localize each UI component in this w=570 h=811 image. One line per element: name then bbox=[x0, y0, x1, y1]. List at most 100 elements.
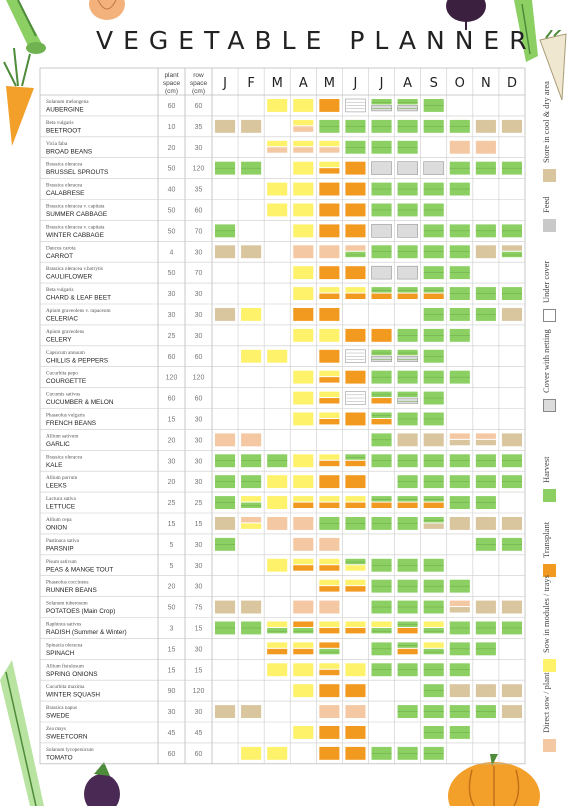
schedule-mark-harvest bbox=[371, 627, 392, 634]
schedule-mark-store bbox=[501, 705, 522, 718]
row-space-header: row space (cm) bbox=[190, 72, 208, 95]
schedule-mark-transplant bbox=[345, 266, 366, 280]
schedule-mark-sow-modules bbox=[293, 454, 314, 468]
legend-item-feed: Feed bbox=[535, 165, 565, 235]
schedule-mark-transplant bbox=[345, 746, 366, 760]
plant-space-value: 50 bbox=[168, 605, 176, 612]
schedule-mark-transplant bbox=[397, 648, 418, 655]
legend-swatch bbox=[543, 399, 556, 412]
schedule-mark-direct-sow bbox=[319, 705, 340, 718]
latin-name: Brassica oleracea v. capitata bbox=[46, 224, 105, 230]
table-row: Apium graveolens v. rapaceum CELERIAC 30 30 bbox=[46, 308, 202, 323]
row-space-value: 15 bbox=[195, 667, 203, 674]
schedule-mark-cover-netting bbox=[371, 265, 392, 280]
schedule-mark-store bbox=[475, 600, 496, 614]
schedule-mark-transplant bbox=[345, 370, 366, 384]
schedule-mark-sow-modules bbox=[345, 621, 366, 627]
row-space-value: 120 bbox=[193, 375, 205, 382]
schedule-mark-sow-modules bbox=[345, 287, 366, 293]
latin-name: Brassica oleracea bbox=[46, 162, 83, 168]
plant-space-value: 60 bbox=[168, 354, 176, 361]
row-space-value: 30 bbox=[195, 249, 203, 256]
schedule-mark-store bbox=[215, 245, 236, 259]
legend-swatch bbox=[543, 659, 556, 672]
schedule-mark-transplant bbox=[293, 502, 314, 508]
row-space-value: 45 bbox=[195, 730, 203, 737]
schedule-mark-transplant bbox=[371, 398, 392, 404]
schedule-mark-store bbox=[501, 600, 522, 614]
plant-space-value: 20 bbox=[168, 145, 176, 152]
plant-space-value: 30 bbox=[168, 709, 176, 716]
schedule-mark-store bbox=[215, 517, 236, 530]
plant-space-value: 15 bbox=[168, 417, 176, 424]
schedule-mark-direct-sow bbox=[345, 245, 366, 251]
month-header: A bbox=[403, 76, 412, 91]
month-header: O bbox=[455, 76, 465, 91]
latin-name: Allium cepa bbox=[46, 517, 72, 523]
schedule-mark-sow-modules bbox=[423, 621, 444, 627]
table-row: Brassica oleracea v. capitata WINTER CABB… bbox=[46, 224, 202, 239]
schedule-mark-store bbox=[501, 119, 522, 133]
month-header: N bbox=[481, 76, 491, 91]
schedule-mark-cover-netting bbox=[397, 161, 418, 175]
legend-label: Transplant bbox=[541, 521, 551, 558]
schedule-mark-transplant bbox=[319, 669, 340, 676]
plant-space-header: plant space (cm) bbox=[163, 72, 181, 95]
schedule-mark-direct-sow bbox=[475, 140, 496, 154]
schedule-mark-direct-sow bbox=[293, 517, 314, 530]
vegetable-name: SPINACH bbox=[46, 650, 75, 657]
schedule-mark-harvest bbox=[371, 391, 392, 398]
plant-space-value: 30 bbox=[168, 312, 176, 319]
schedule-mark-cover-netting bbox=[371, 224, 392, 238]
schedule-mark-sow-modules bbox=[319, 391, 340, 398]
schedule-mark-harvest bbox=[397, 349, 418, 356]
legend-item-store: Store in cool & dry area bbox=[535, 81, 565, 185]
vegetable-name: TOMATO bbox=[46, 754, 73, 761]
row-space-value: 30 bbox=[195, 479, 203, 486]
schedule-mark-sow-modules bbox=[319, 663, 340, 669]
schedule-mark-transplant bbox=[293, 648, 314, 655]
legend: Store in cool & dry area Feed Under cover C… bbox=[535, 81, 565, 755]
legend-item-sow-modules: Sow in modules / trays bbox=[535, 575, 565, 675]
row-space-value: 60 bbox=[195, 354, 203, 361]
schedule-mark-transplant bbox=[345, 475, 366, 489]
schedule-mark-direct-sow bbox=[319, 147, 340, 153]
latin-name: Allium porrum bbox=[46, 475, 77, 481]
schedule-mark-store bbox=[241, 245, 262, 259]
schedule-mark-cover-netting bbox=[397, 224, 418, 238]
schedule-mark-transplant bbox=[319, 168, 340, 174]
schedule-mark-transplant bbox=[319, 565, 340, 571]
plant-space-value: 60 bbox=[168, 103, 176, 110]
schedule-mark-direct-sow bbox=[449, 433, 470, 439]
latin-name: Cucurbita pepo bbox=[46, 371, 78, 377]
schedule-mark-direct-sow bbox=[449, 140, 470, 154]
schedule-mark-transplant bbox=[293, 308, 314, 321]
schedule-mark-cover-netting bbox=[371, 355, 392, 362]
schedule-mark-transplant bbox=[371, 418, 392, 425]
schedule-mark-sow-modules bbox=[267, 475, 288, 489]
schedule-mark-cover-netting bbox=[371, 161, 392, 175]
table-row: Allium porrum LEEKS 20 30 bbox=[46, 475, 202, 490]
schedule-mark-direct-sow bbox=[267, 147, 288, 153]
schedule-mark-harvest bbox=[371, 99, 392, 105]
schedule-mark-harvest bbox=[397, 621, 418, 627]
schedule-mark-transplant bbox=[345, 726, 366, 739]
plant-space-value: 120 bbox=[166, 375, 178, 382]
legend-item-direct-sow: Direct sow / plant bbox=[535, 672, 565, 755]
schedule-mark-direct-sow bbox=[293, 147, 314, 153]
schedule-mark-store bbox=[423, 433, 444, 447]
vegetable-name: PEAS & MANGE TOUT bbox=[46, 566, 113, 573]
schedule-mark-harvest bbox=[423, 648, 444, 655]
legend-label: Feed bbox=[541, 196, 551, 213]
plant-space-value: 15 bbox=[168, 646, 176, 653]
schedule-mark-harvest bbox=[371, 496, 392, 502]
legend-label: Store in cool & dry area bbox=[541, 81, 551, 163]
month-header: J bbox=[379, 76, 384, 91]
schedule-mark-sow-modules bbox=[241, 349, 262, 363]
schedule-mark-transplant bbox=[423, 293, 444, 299]
schedule-mark-store bbox=[215, 308, 236, 321]
legend-item-harvest: Harvest bbox=[535, 425, 565, 505]
